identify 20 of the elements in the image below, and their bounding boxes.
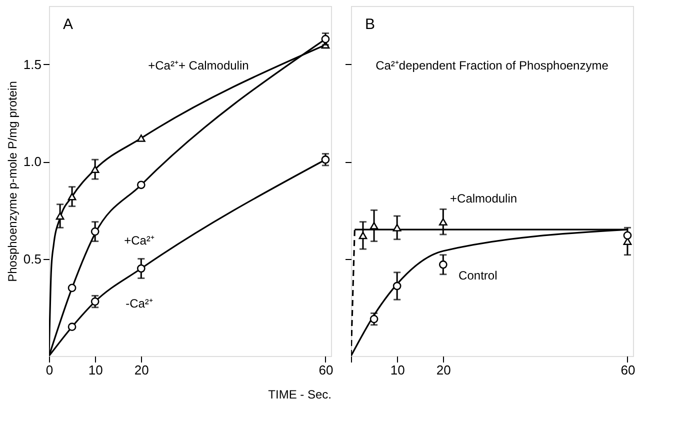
annotation: +Ca²⁺+ Calmodulin xyxy=(148,58,249,72)
y-tick-label: 1.5 xyxy=(23,56,42,72)
annotation: -Ca²⁺ xyxy=(126,296,153,310)
x-tick-label: 20 xyxy=(436,362,451,378)
y-axis-title: Phosphoenzyme p-mole P/mg protein xyxy=(5,81,20,282)
x-tick-label: 20 xyxy=(134,362,149,378)
annotation: +Ca²⁺ xyxy=(124,234,154,248)
text: B xyxy=(365,16,376,33)
annotation: +Calmodulin xyxy=(450,192,518,206)
annotation: Control xyxy=(458,268,498,282)
x-axis-title: TIME - Sec. xyxy=(268,388,332,402)
x-tick-label: 10 xyxy=(88,362,103,378)
x-tick-label: 60 xyxy=(318,362,334,378)
y-tick-label: 0.5 xyxy=(23,251,42,266)
annotation: Ca²⁺dependent Fraction of Phosphoenzyme xyxy=(376,58,609,72)
x-tick-label: 10 xyxy=(390,362,405,378)
y-tick-label: 1.0 xyxy=(23,154,42,170)
x-tick-label: 0 xyxy=(46,362,54,378)
x-tick-label: 60 xyxy=(620,362,636,378)
text: A xyxy=(63,16,74,33)
